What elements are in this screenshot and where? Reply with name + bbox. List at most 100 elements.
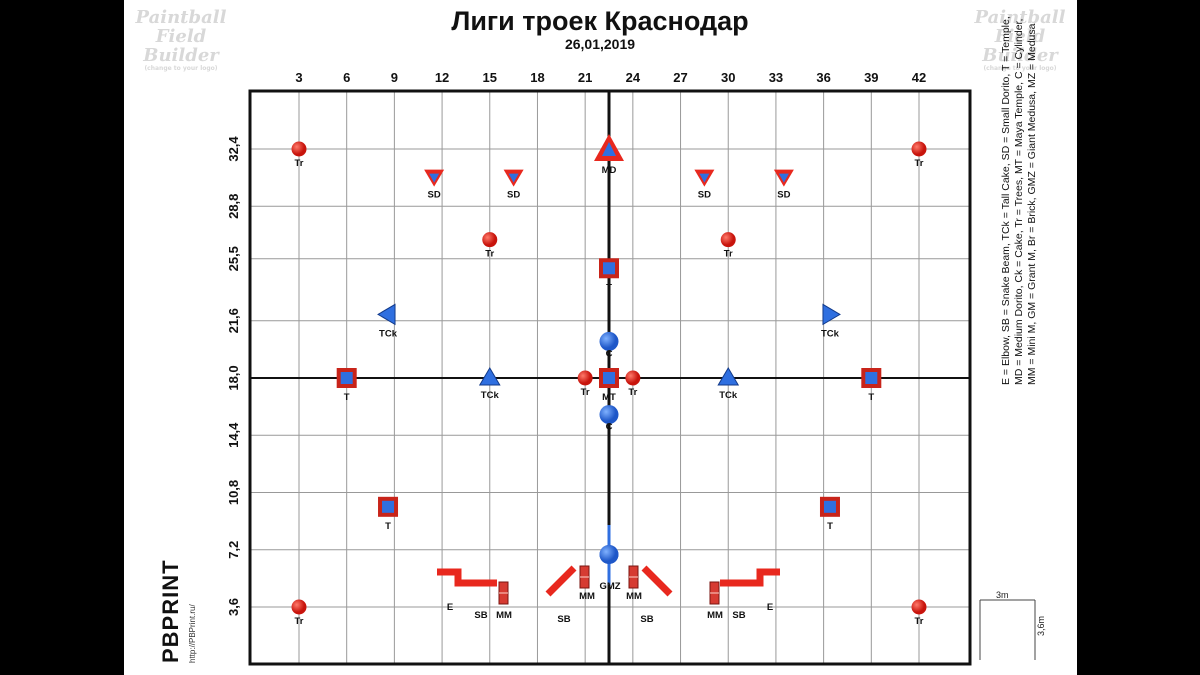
x-tick-label: 21: [578, 70, 592, 85]
tree-bunker: [482, 232, 498, 248]
temple-core: [603, 262, 615, 275]
x-tick-label: 33: [769, 70, 783, 85]
tree-bunker: [720, 232, 736, 248]
temple-core: [603, 372, 615, 384]
bunker-label: Tr: [724, 249, 733, 260]
bunker-label: SD: [428, 190, 441, 201]
bunker-label: T: [827, 521, 833, 532]
bunker-label: T: [344, 392, 350, 403]
x-tick-label: 27: [673, 70, 687, 85]
temple-core: [865, 372, 878, 384]
bunker-label: T: [868, 392, 874, 403]
bunker-label: TCk: [719, 390, 738, 401]
scale-horizontal-label: 3m: [996, 590, 1009, 600]
x-tick-label: 39: [864, 70, 878, 85]
tree-bunker: [625, 370, 641, 386]
tall-cake-bunker: [478, 367, 501, 386]
y-tick-label: 28,8: [226, 194, 241, 219]
field-title: Лиги троек Краснодар: [451, 6, 749, 36]
x-tick-label: 9: [391, 70, 398, 85]
y-tick-label: 32,4: [226, 136, 241, 162]
y-tick-label: 21,6: [226, 308, 241, 333]
legend-line-2: MD = Medium Dorito, Ck = Cake, Tr = Tree…: [1013, 18, 1025, 385]
legend-line-1: E = Elbow, SB = Snake Beam, TCk = Tall C…: [1000, 16, 1012, 385]
bunker-label: C: [606, 422, 613, 433]
x-tick-label: 30: [721, 70, 735, 85]
y-tick-label: 14,4: [226, 422, 241, 448]
tree-bunker: [911, 599, 927, 615]
temple-core: [382, 500, 395, 513]
x-tick-label: 3: [295, 70, 302, 85]
bunker-label: TCk: [481, 390, 500, 401]
y-tick-label: 7,2: [226, 541, 241, 559]
small-dorito-core: [429, 173, 440, 183]
scale-vertical-label: 3,6m: [1036, 615, 1046, 636]
bunker-label: Tr: [295, 616, 304, 627]
field-date: 26,01,2019: [564, 36, 636, 52]
bunker-label: SD: [698, 190, 711, 201]
tree-bunker: [291, 141, 307, 157]
x-tick-label: 12: [435, 70, 449, 85]
structure-label: SB: [732, 610, 745, 621]
structure-label: MM: [496, 610, 512, 621]
bunker-label: C: [606, 348, 613, 359]
pbprint-name: PBPRINT: [158, 559, 183, 663]
pbprint-logo: PBPRINT http://PBPrint.ru/: [158, 533, 197, 663]
temple-core: [823, 500, 836, 513]
bunker-label: Tr: [915, 158, 924, 169]
structure-label: SB: [557, 614, 570, 625]
cylinder-bunker: [599, 405, 619, 425]
tall-cake-bunker: [822, 303, 841, 326]
watermark-logo-left: Paintball Field Builder (change to your lo…: [135, 7, 227, 72]
bunker-label: Tr: [295, 158, 304, 169]
watermark-logo-right: Paintball Field Builder (change to your lo…: [974, 7, 1066, 72]
tall-cake-bunker: [377, 303, 396, 326]
x-tick-label: 15: [483, 70, 497, 85]
temple-core: [340, 372, 353, 384]
x-tick-label: 24: [626, 70, 641, 85]
x-tick-label: 36: [816, 70, 830, 85]
cylinder-bunker-top: [599, 545, 619, 565]
small-dorito-core: [778, 173, 789, 183]
snake-beam-center-right: [641, 565, 673, 597]
snake-beam-center-left: [545, 565, 577, 597]
bunker-label: Tr: [915, 616, 924, 627]
legend: E = Elbow, SB = Snake Beam, TCk = Tall C…: [1000, 5, 1039, 385]
small-dorito-core: [699, 173, 710, 183]
cylinder-bunker: [599, 331, 619, 351]
y-tick-label: 18,0: [226, 365, 241, 390]
snake-beam-right: [720, 568, 780, 587]
medium-dorito-core: [602, 142, 616, 156]
x-tick-label: 18: [530, 70, 544, 85]
bunker-label: Tr: [581, 387, 590, 398]
bunker-label: Tr: [628, 387, 637, 398]
bunker-label: SD: [777, 190, 790, 201]
bunker-label: Tr: [485, 249, 494, 260]
structure-label: SB: [474, 610, 487, 621]
y-tick-label: 10,8: [226, 480, 241, 505]
tall-cake-bunker: [717, 367, 740, 386]
bunker-label: MT: [602, 392, 616, 403]
bunker-label: TCk: [821, 328, 840, 339]
y-tick-label: 25,5: [226, 246, 241, 271]
y-tick-label: 3,6: [226, 598, 241, 616]
bunker-label: SD: [507, 190, 520, 201]
structure-label: MM: [707, 610, 723, 621]
tree-bunker: [291, 599, 307, 615]
structure-label: GMZ: [599, 581, 620, 592]
structure-label: SB: [640, 614, 653, 625]
legend-line-3: MM = Mini M, GM = Grant M, Br = Brick, G…: [1026, 23, 1038, 385]
structure-label: E: [447, 602, 453, 613]
tree-bunker: [911, 141, 927, 157]
structure-label: MM: [626, 591, 642, 602]
structure-label: E: [767, 602, 773, 613]
structure-label: MM: [579, 591, 595, 602]
x-tick-label: 42: [912, 70, 926, 85]
bunker-label: MD: [602, 165, 617, 176]
small-dorito-core: [508, 173, 519, 183]
bunker-label: T: [385, 521, 391, 532]
tree-bunker: [577, 370, 593, 386]
pbprint-url: http://PBPrint.ru/: [188, 604, 197, 663]
snake-beam-left: [437, 568, 497, 587]
